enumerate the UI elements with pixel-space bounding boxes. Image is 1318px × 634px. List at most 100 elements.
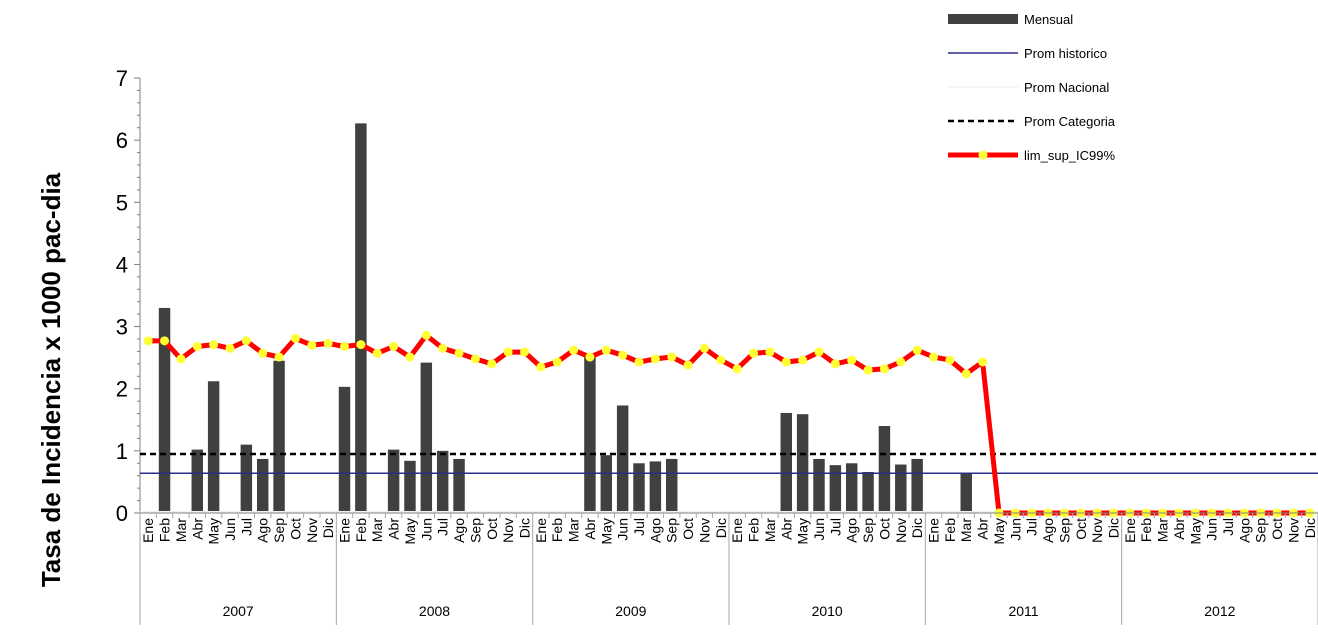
x-month-label: Nov — [696, 518, 712, 543]
lim-sup-point — [749, 348, 759, 358]
lim-sup-point — [699, 343, 709, 353]
lim-sup-point — [618, 350, 628, 360]
x-month-label: Abr — [386, 518, 402, 540]
lim-sup-point — [978, 357, 988, 367]
lim-sup-point — [519, 347, 529, 357]
bar-series — [158, 123, 972, 513]
x-month-label: Oct — [1269, 518, 1285, 540]
lim-sup-point — [585, 352, 595, 362]
bar — [387, 449, 400, 513]
x-year-label: 2010 — [812, 603, 843, 619]
y-tick-label: 4 — [116, 252, 128, 277]
bar — [845, 463, 858, 513]
x-month-label: Jul — [1024, 518, 1040, 536]
x-month-label: May — [598, 518, 614, 544]
x-month-label: Mar — [958, 518, 974, 542]
x-month-label: Ago — [451, 518, 467, 543]
x-month-label: Oct — [876, 518, 892, 540]
x-month-label: Feb — [746, 518, 762, 542]
x-month-label: Nov — [1285, 518, 1301, 543]
bar — [666, 458, 678, 513]
x-month-label: Dic — [1302, 518, 1318, 538]
lim-sup-point — [225, 343, 235, 353]
lim-sup-point — [798, 355, 808, 365]
lim-sup-point — [634, 357, 644, 367]
bar — [158, 307, 171, 513]
x-month-label: Ago — [1040, 518, 1056, 543]
bar — [829, 465, 842, 513]
legend-marker — [978, 150, 988, 160]
x-month-label: Oct — [484, 518, 500, 540]
y-tick-label: 5 — [116, 190, 128, 215]
x-month-label: Abr — [975, 518, 991, 540]
lim-sup-point — [552, 357, 562, 367]
x-year-label: 2007 — [223, 603, 254, 619]
legend: Mensual Prom historico Prom Nacional Prom C… — [948, 12, 1116, 163]
bar — [584, 354, 596, 513]
bar — [878, 426, 891, 513]
bar — [796, 414, 809, 513]
x-month-label: May — [991, 518, 1007, 544]
x-month-label: Mar — [762, 518, 778, 542]
x-month-label: Sep — [271, 518, 287, 543]
lim-sup-point — [356, 340, 366, 350]
bar — [355, 123, 367, 513]
x-month-label: May — [206, 518, 222, 544]
x-month-label: May — [402, 518, 418, 544]
lim-sup-point — [863, 365, 873, 375]
lim-sup-point — [258, 348, 268, 358]
bar — [404, 460, 416, 513]
x-month-label: Oct — [680, 518, 696, 540]
legend-label: Prom Categoria — [1024, 114, 1116, 129]
x-month-label: Ene — [140, 518, 156, 543]
lim-sup-point — [503, 347, 513, 357]
lim-sup-line — [148, 332, 1310, 516]
axes: 0 1 2 3 4 5 6 7 — [116, 66, 141, 526]
x-month-label: Sep — [664, 518, 680, 543]
x-month-label: Ene — [729, 518, 745, 543]
x-month-label: Feb — [549, 518, 565, 542]
lim-sup-point — [601, 345, 611, 355]
x-month-label: Jun — [811, 518, 827, 541]
x-month-label: Oct — [1073, 518, 1089, 540]
y-tick-label: 1 — [116, 439, 128, 464]
x-month-label: Mar — [566, 518, 582, 542]
bar — [191, 449, 203, 513]
y-tick-label: 3 — [116, 315, 128, 340]
x-month-label: Mar — [369, 518, 385, 542]
lim-sup-point — [487, 359, 497, 369]
y-axis-title: Tasa de Incidencia x 1000 pac-dia — [36, 172, 66, 587]
bar — [420, 362, 433, 513]
lim-sup-point — [683, 360, 693, 370]
x-year-label: 2009 — [615, 603, 646, 619]
legend-swatch — [948, 14, 1018, 24]
x-month-label: Mar — [173, 518, 189, 542]
x-month-label: Jul — [631, 518, 647, 536]
lim-sup-point — [781, 357, 791, 367]
lim-sup-point — [143, 336, 153, 346]
x-month-label: Feb — [942, 518, 958, 542]
lim-sup-point — [732, 364, 742, 374]
x-month-label: Ago — [647, 518, 663, 543]
bar — [633, 463, 645, 513]
x-month-label: May — [795, 518, 811, 544]
x-month-label: Feb — [353, 518, 369, 542]
x-month-label: Sep — [467, 518, 483, 543]
lim-sup-point — [716, 355, 726, 365]
x-month-label: Jun — [222, 518, 238, 541]
bar — [256, 458, 269, 513]
x-month-label: Sep — [1253, 518, 1269, 543]
lim-sup-point — [372, 348, 382, 358]
y-tick-label: 0 — [116, 501, 128, 526]
lim-sup-point — [945, 355, 955, 365]
x-month-label: Ago — [255, 518, 271, 543]
legend-label: Mensual — [1024, 12, 1073, 27]
x-month-label: Jun — [418, 518, 434, 541]
lim-sup-point — [192, 341, 202, 351]
lim-sup-point — [879, 364, 889, 374]
x-month-label: Ene — [533, 518, 549, 543]
x-month-label: Jul — [1220, 518, 1236, 536]
x-month-label: Jul — [827, 518, 843, 536]
x-month-label: Mar — [1155, 518, 1171, 542]
